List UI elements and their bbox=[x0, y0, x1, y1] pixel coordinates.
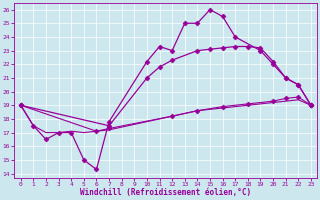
X-axis label: Windchill (Refroidissement éolien,°C): Windchill (Refroidissement éolien,°C) bbox=[80, 188, 252, 197]
